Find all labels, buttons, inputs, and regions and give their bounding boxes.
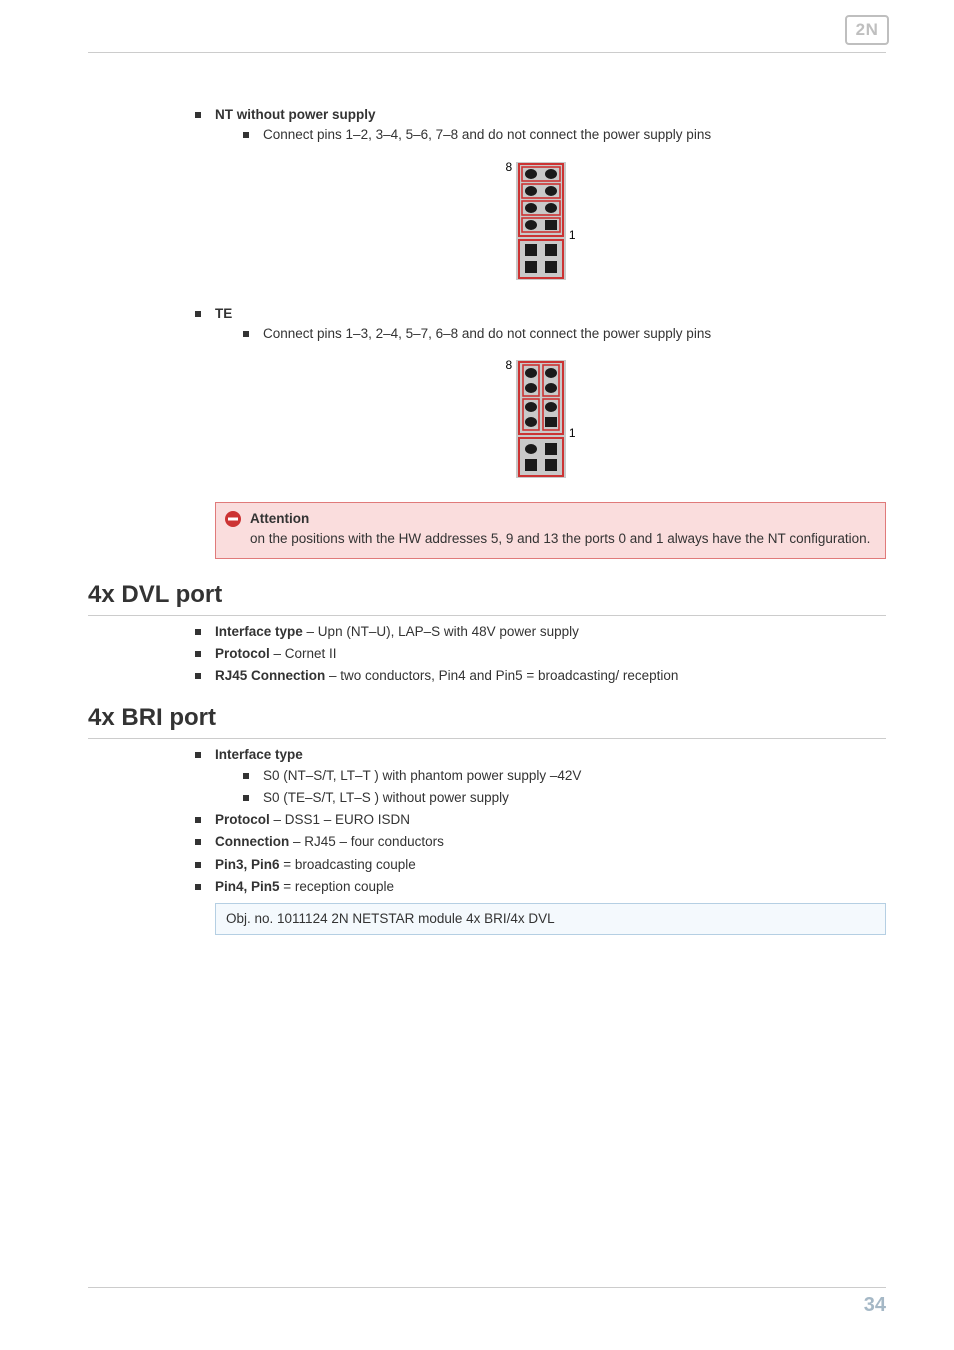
no-entry-icon: [224, 510, 242, 528]
list-item: Connection – RJ45 – four conductors: [195, 832, 886, 852]
list-item: Pin4, Pin5 = reception couple: [195, 877, 886, 897]
bri-items: Protocol – DSS1 – EURO ISDNConnection – …: [195, 810, 886, 897]
jumper-label-1: 1: [569, 226, 576, 244]
te-list: TE Connect pins 1–3, 2–4, 5–7, 6–8 and d…: [195, 304, 886, 345]
item-label: Interface type: [215, 624, 303, 639]
list-item: Protocol – Cornet II: [195, 644, 886, 664]
dvl-list: Interface type – Upn (NT–U), LAP–S with …: [195, 622, 886, 687]
item-label: Pin4, Pin5: [215, 879, 280, 894]
dvl-heading: 4x DVL port: [88, 577, 886, 613]
list-item: Protocol – DSS1 – EURO ISDN: [195, 810, 886, 830]
jumper-label-1-te: 1: [569, 424, 576, 442]
page: 2N NT without power supply Connect pins …: [0, 0, 954, 1350]
nt-desc: Connect pins 1–2, 3–4, 5–6, 7–8 and do n…: [243, 125, 886, 145]
page-number: 34: [864, 1290, 886, 1320]
nt-list: NT without power supply Connect pins 1–2…: [195, 105, 886, 146]
item-label: Pin3, Pin6: [215, 857, 280, 872]
list-item: S0 (NT–S/T, LT–T ) with phantom power su…: [243, 766, 886, 786]
dvl-section: 4x DVL port: [88, 577, 886, 616]
attention-title: Attention: [250, 511, 309, 526]
content-area: NT without power supply Connect pins 1–2…: [195, 105, 886, 935]
item-label: Protocol: [215, 812, 270, 827]
te-title: TE: [215, 306, 232, 321]
header-rule: [88, 52, 886, 53]
te-sub: Connect pins 1–3, 2–4, 5–7, 6–8 and do n…: [215, 324, 886, 344]
item-label: RJ45 Connection: [215, 668, 325, 683]
bri-section: 4x BRI port: [88, 700, 886, 739]
item-label: Connection: [215, 834, 289, 849]
bri-heading: 4x BRI port: [88, 700, 886, 736]
bri-iface-item: Interface type S0 (NT–S/T, LT–T ) with p…: [195, 745, 886, 808]
list-item: S0 (TE–S/T, LT–S ) without power supply: [243, 788, 886, 808]
attention-box: Attention on the positions with the HW a…: [215, 502, 886, 559]
jumper-label-8-te: 8: [506, 356, 513, 374]
bri-iface-label: Interface type: [215, 747, 303, 762]
te-jumper-box: 8 1: [516, 360, 566, 478]
jumper-label-8: 8: [506, 158, 513, 176]
obj-number-note: Obj. no. 1011124 2N NETSTAR module 4x BR…: [215, 903, 886, 935]
dvl-rule: [88, 615, 886, 616]
bri-rule: [88, 738, 886, 739]
te-heading-item: TE Connect pins 1–3, 2–4, 5–7, 6–8 and d…: [195, 304, 886, 345]
te-jumper-svg: [516, 360, 566, 478]
nt-title: NT without power supply: [215, 107, 376, 122]
footer-rule: [88, 1287, 886, 1288]
nt-jumper-figure: 8 1: [195, 162, 886, 280]
nt-jumper-box: 8 1: [516, 162, 566, 280]
item-label: Protocol: [215, 646, 270, 661]
te-jumper-figure: 8 1: [195, 360, 886, 478]
attention-body: on the positions with the HW addresses 5…: [250, 531, 870, 546]
list-item: Pin3, Pin6 = broadcasting couple: [195, 855, 886, 875]
nt-sub: Connect pins 1–2, 3–4, 5–6, 7–8 and do n…: [215, 125, 886, 145]
bri-iface-sub: S0 (NT–S/T, LT–T ) with phantom power su…: [215, 766, 886, 809]
nt-jumper-svg: [516, 162, 566, 280]
te-desc: Connect pins 1–3, 2–4, 5–7, 6–8 and do n…: [243, 324, 886, 344]
list-item: RJ45 Connection – two conductors, Pin4 a…: [195, 666, 886, 686]
list-item: Interface type – Upn (NT–U), LAP–S with …: [195, 622, 886, 642]
brand-logo: 2N: [845, 15, 889, 45]
nt-heading-item: NT without power supply Connect pins 1–2…: [195, 105, 886, 146]
bri-list: Interface type S0 (NT–S/T, LT–T ) with p…: [195, 745, 886, 808]
